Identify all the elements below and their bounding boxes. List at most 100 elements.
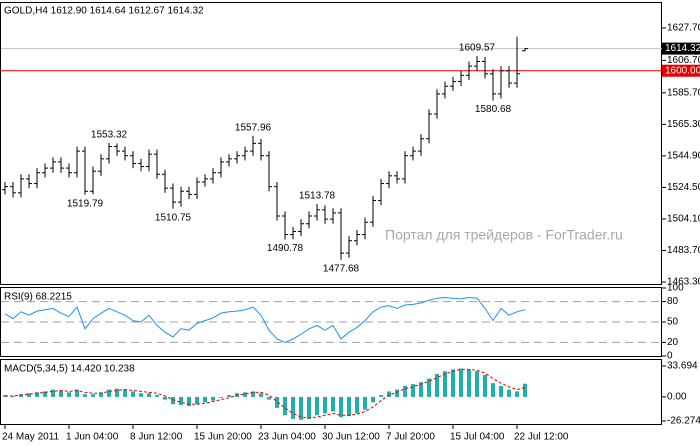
histogram-bar [187,396,191,407]
y-tick-label: 1627.70 [667,23,700,34]
y-tick-label: 1544.90 [667,151,700,162]
y-tick-label: 1463.30 [667,277,700,288]
main-title: GOLD,H4 1612.90 1614.64 1612.67 1614.32 [4,6,204,17]
y-tick-label: 0.00 [667,392,687,403]
histogram-bar [411,384,415,397]
histogram-bar [387,391,391,397]
low-label: 1510.75 [155,212,192,223]
high-label: 1553.32 [91,130,128,141]
x-tick-label: 23 Jun 04:00 [258,432,316,443]
y-tick-label: 1483.70 [667,245,700,256]
histogram-bar [499,385,503,397]
histogram-bar [299,396,303,420]
histogram-bar [307,396,311,419]
histogram-bar [523,383,527,397]
histogram-bar [515,391,519,397]
histogram-bar [403,385,407,397]
level-label: 1600.00 [665,65,700,76]
y-tick-label: 100 [667,283,684,294]
y-tick-label: 1524.50 [667,182,700,193]
histogram-bar [371,396,375,403]
histogram-bar [75,389,79,397]
histogram-bar [427,378,431,397]
histogram-bar [459,368,463,397]
histogram-bar [51,389,55,397]
histogram-bar [59,390,63,397]
high-label: 1609.57 [459,43,496,54]
x-tick-label: 15 Jul 04:00 [450,432,505,443]
x-tick-label: 15 Jun 20:00 [194,432,252,443]
histogram-bar [67,392,71,397]
histogram-bar [435,373,439,397]
histogram-bar [131,391,135,397]
histogram-bar [155,395,159,397]
y-tick-label: 1504.10 [667,214,700,225]
histogram-bar [195,396,199,405]
x-tick-label: 30 Jun 12:00 [322,432,380,443]
low-label: 1477.68 [323,263,360,274]
y-tick-label: 1565.30 [667,119,700,130]
high-label: 1513.78 [299,191,336,202]
x-tick-label: 22 Jul 12:00 [514,432,569,443]
level-box [662,64,700,77]
rsi-panel [0,287,662,357]
x-tick-label: 8 Jun 12:00 [130,432,183,443]
histogram-bar [99,392,103,397]
histogram-bar [83,394,87,397]
histogram-bar [251,391,255,397]
histogram-bar [107,389,111,397]
bid-box [662,42,700,55]
histogram-bar [507,389,511,397]
watermark: Портал для трейдеров - ForTrader.ru [385,227,623,243]
low-label: 1580.68 [475,104,512,115]
histogram-bar [91,394,95,397]
histogram-bar [211,396,215,401]
histogram-bar [347,396,351,417]
y-tick-label: 33.694 [667,361,698,372]
y-tick-label: 50 [667,317,679,328]
histogram-bar [227,395,231,397]
histogram-bar [315,396,319,416]
y-tick-label: 20 [667,337,679,348]
histogram-bar [451,369,455,397]
histogram-bar [259,393,263,397]
histogram-bar [323,396,327,414]
y-tick-label: 80 [667,296,679,307]
rsi-title: RSI(9) 68.2215 [4,292,72,303]
histogram-bar [35,392,39,397]
main-panel [0,2,662,285]
histogram-bar [139,393,143,397]
histogram-bar [443,371,447,397]
histogram-bar [179,396,183,406]
histogram-bar [491,383,495,397]
histogram-bar [355,396,359,414]
y-tick-label: 1585.70 [667,87,700,98]
signal-line [5,368,526,419]
x-tick-label: 24 May 2011 [2,432,60,443]
histogram-bar [467,369,471,397]
histogram-bar [483,374,487,397]
histogram-bar [339,396,343,418]
histogram-bar [163,396,167,400]
histogram-bar [171,396,175,405]
macd-panel [0,359,662,425]
histogram-bar [203,396,207,403]
histogram-bar [147,393,151,397]
histogram-bar [291,396,295,419]
low-label: 1490.78 [267,243,304,254]
histogram-bar [379,395,383,397]
histogram-bar [123,389,127,397]
histogram-bar [475,371,479,397]
y-tick-label: -26.274 [667,416,700,427]
bid-label: 1614.32 [665,43,700,54]
x-tick-label: 1 Jun 04:00 [66,432,119,443]
histogram-bar [27,393,31,397]
y-tick-label: 0 [667,351,673,362]
histogram-bar [419,382,423,397]
y-tick-label: 1606.70 [667,55,700,66]
x-tick-label: 7 Jul 20:00 [386,432,435,443]
histogram-bar [267,396,271,400]
histogram-bar [219,396,223,398]
